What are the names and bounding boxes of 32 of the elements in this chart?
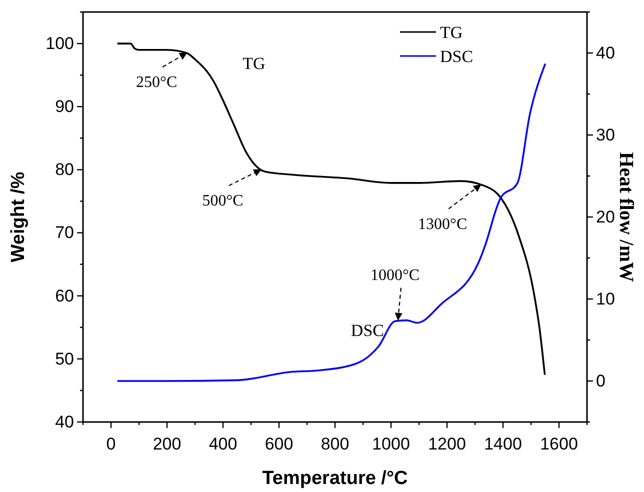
y-tick-label: 50 [55,349,74,368]
y-tick-label: 80 [55,160,74,180]
x-tick-label: 1600 [540,434,578,454]
y-tick-label: 100 [46,34,74,53]
x-tick-label: 1000 [372,434,410,454]
annotation: 500°C [202,192,244,210]
y2-tick-label: 0 [596,371,606,390]
y2-tick-label: 20 [596,207,615,226]
x-tick-label: 0 [106,434,116,454]
x-tick-label: 800 [320,434,350,454]
y2-tick-label: 30 [596,125,615,144]
text: DSC [350,320,384,340]
y-tick-label: 70 [55,223,74,242]
legend-label: TG [440,23,463,42]
x-tick-label: 600 [264,434,294,454]
legend-label: DSC [440,47,474,66]
x-tick-label: 400 [208,434,238,454]
x-axis-title: Temperature /°C [262,468,408,489]
x-tick-label: 200 [152,434,182,454]
y-tick-label: 90 [55,97,74,116]
y2-axis-title: Heat flow /mW [615,152,637,282]
y-tick-label: 60 [55,286,74,306]
y-tick-label: 40 [55,412,74,432]
x-tick-label: 1400 [484,434,522,454]
annotation: 250°C [136,74,178,91]
annotation: 1000°C [370,266,420,284]
y2-tick-label: 10 [596,289,615,308]
x-tick-label: 1200 [428,434,466,454]
annotation: 1300°C [418,216,468,233]
text: TG [242,54,266,73]
y2-tick-label: 40 [596,43,615,62]
y-axis-title: Weight /% [8,172,29,262]
